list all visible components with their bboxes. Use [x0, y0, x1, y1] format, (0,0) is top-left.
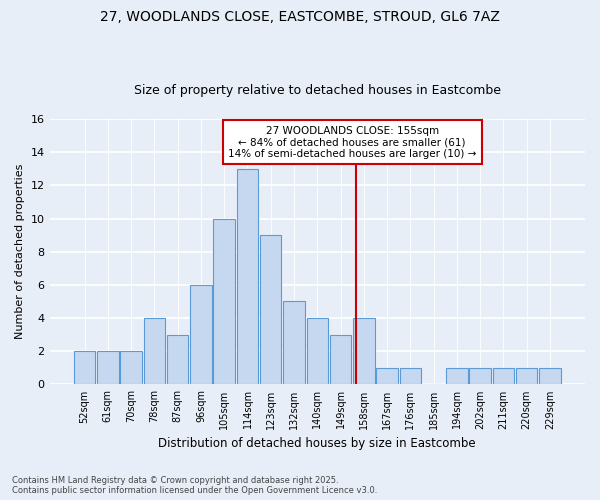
Bar [214, 218, 235, 384]
Bar [190, 285, 212, 384]
Title: Size of property relative to detached houses in Eastcombe: Size of property relative to detached ho… [134, 84, 501, 97]
Bar [237, 169, 258, 384]
Bar [330, 334, 351, 384]
Bar [353, 318, 374, 384]
Bar [307, 318, 328, 384]
Bar [283, 302, 305, 384]
Bar [167, 334, 188, 384]
Bar [376, 368, 398, 384]
Bar [143, 318, 165, 384]
Text: 27, WOODLANDS CLOSE, EASTCOMBE, STROUD, GL6 7AZ: 27, WOODLANDS CLOSE, EASTCOMBE, STROUD, … [100, 10, 500, 24]
Bar [493, 368, 514, 384]
Text: Contains HM Land Registry data © Crown copyright and database right 2025.
Contai: Contains HM Land Registry data © Crown c… [12, 476, 377, 495]
Bar [539, 368, 560, 384]
X-axis label: Distribution of detached houses by size in Eastcombe: Distribution of detached houses by size … [158, 437, 476, 450]
Bar [97, 352, 119, 384]
Text: 27 WOODLANDS CLOSE: 155sqm
← 84% of detached houses are smaller (61)
14% of semi: 27 WOODLANDS CLOSE: 155sqm ← 84% of deta… [228, 126, 476, 159]
Bar [516, 368, 538, 384]
Bar [400, 368, 421, 384]
Bar [446, 368, 467, 384]
Bar [260, 235, 281, 384]
Bar [469, 368, 491, 384]
Bar [121, 352, 142, 384]
Bar [74, 352, 95, 384]
Y-axis label: Number of detached properties: Number of detached properties [15, 164, 25, 340]
